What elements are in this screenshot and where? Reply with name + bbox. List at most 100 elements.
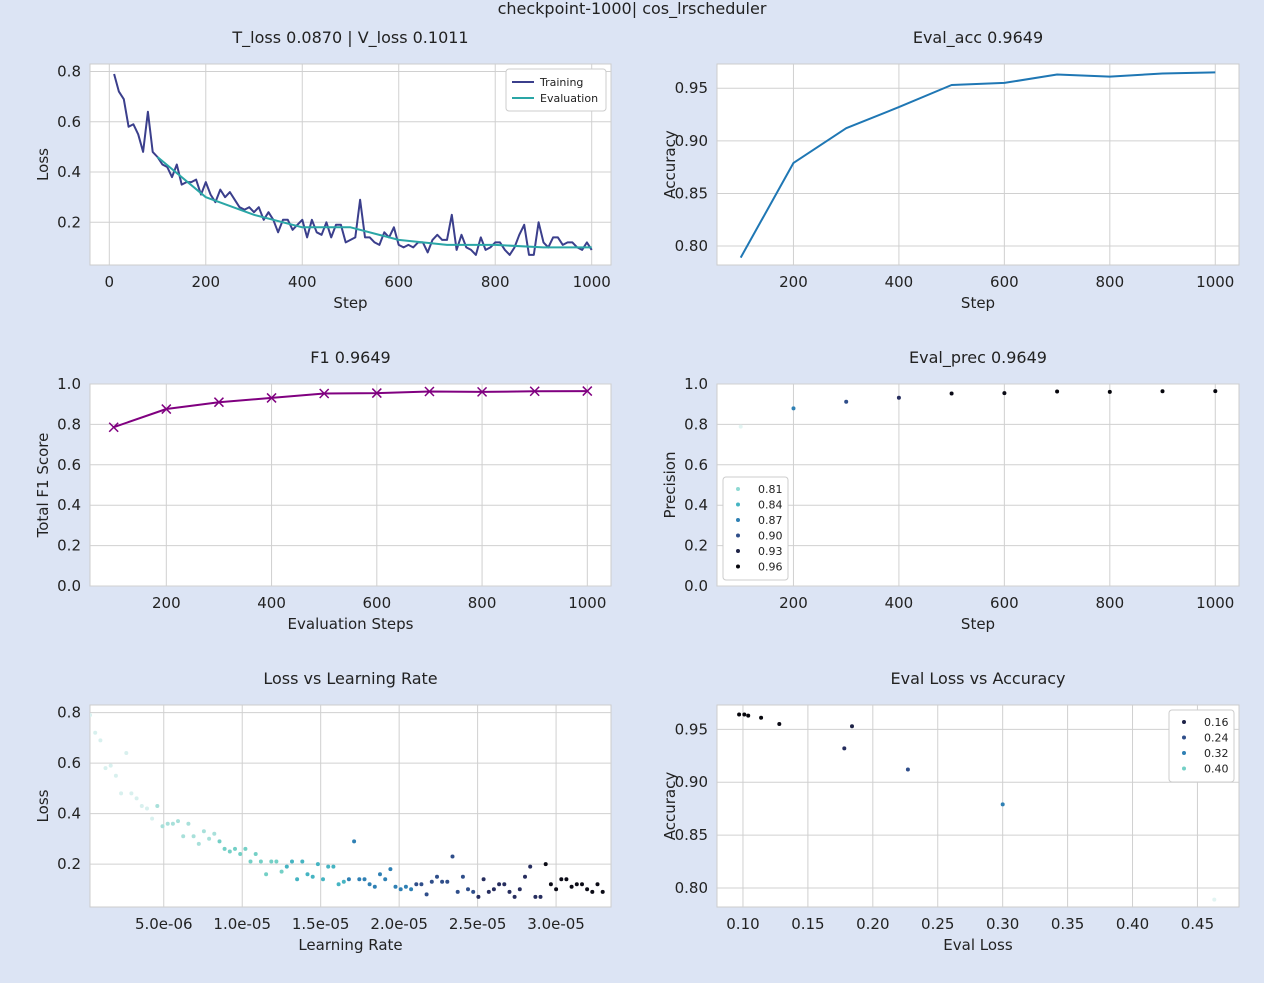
y-tick-label: 0.8 [57, 63, 81, 81]
data-point [949, 391, 954, 396]
data-point [145, 806, 149, 811]
x-tick-label: 0.30 [986, 915, 1019, 933]
y-tick-label: 0.4 [57, 163, 81, 181]
data-point [842, 746, 847, 751]
data-point [398, 887, 403, 892]
series-line-evaluation [156, 156, 592, 249]
data-point [1107, 389, 1112, 394]
y-tick-label: 1.0 [684, 375, 708, 393]
chart-acc: 0.80 0.85 0.90 0.95 200 400 600 800 1000 Eval_acc… [661, 28, 1240, 312]
x-tick-label: 5.0e-06 [135, 915, 193, 933]
data-point [274, 859, 279, 864]
plot-area [89, 704, 612, 908]
data-point [574, 882, 579, 887]
legend: Training Evaluation [505, 68, 607, 112]
x-tick-label: 800 [1095, 273, 1124, 291]
y-tick-label: 0.4 [684, 496, 708, 514]
data-point [759, 715, 764, 720]
legend-label: Training [539, 76, 583, 89]
data-point-marker [582, 386, 593, 397]
data-point [217, 839, 222, 844]
data-point [595, 882, 600, 887]
x-tick-label: 2.0e-05 [370, 915, 428, 933]
data-point [564, 877, 569, 882]
data-point-marker [319, 388, 330, 399]
data-point [533, 894, 538, 899]
x-tick-label: 0 [105, 273, 115, 291]
data-point [341, 879, 346, 884]
x-axis-label: Evaluation Steps [288, 615, 414, 633]
data-point [201, 829, 206, 834]
x-tick-label: 800 [1095, 594, 1124, 612]
series-line-training [113, 73, 593, 256]
chart-lossacc: 0.80 0.85 0.90 0.95 0.10 0.15 0.20 0.25 0.30 0.35… [661, 669, 1240, 954]
data-point [336, 882, 341, 887]
data-point [424, 892, 429, 897]
x-tick-label: 200 [779, 273, 808, 291]
data-point [212, 831, 217, 836]
data-point [90, 713, 92, 718]
data-point [367, 882, 372, 887]
data-point [222, 846, 227, 851]
legend-marker [1182, 751, 1186, 755]
plot-marks [108, 386, 593, 433]
data-point [1000, 802, 1005, 807]
legend-marker [736, 533, 740, 538]
data-point [269, 859, 274, 864]
x-tick-label: 0.10 [726, 915, 759, 933]
data-point [414, 882, 419, 887]
data-point [181, 834, 186, 839]
data-point [507, 889, 512, 894]
x-tick-label: 0.45 [1181, 915, 1214, 933]
plot-marks [113, 73, 593, 256]
chart-lr: 0.2 0.4 0.6 0.8 5.0e-06 1.0e-05 1.5e-05 2.0e-05… [34, 669, 612, 954]
legend-label: 0.32 [1204, 747, 1229, 760]
legend-label: Evaluation [540, 92, 598, 105]
legend-marker [736, 564, 740, 569]
y-axis-label: Total F1 Score [34, 433, 52, 539]
plot-marks [738, 389, 1218, 429]
data-point [497, 882, 502, 887]
y-tick-label: 0.4 [57, 805, 81, 823]
data-point [738, 424, 743, 429]
data-point [357, 877, 362, 882]
chart-title: Eval_acc 0.9649 [913, 28, 1043, 48]
data-point [119, 791, 124, 796]
data-point [460, 874, 465, 879]
data-point-marker [266, 392, 277, 403]
data-point-marker [108, 422, 119, 433]
x-tick-label: 800 [468, 594, 497, 612]
y-tick-label: 0.2 [684, 537, 708, 555]
x-tick-label: 0.40 [1116, 915, 1149, 933]
legend-box [1168, 709, 1235, 783]
data-point [737, 712, 742, 717]
plot-marks [90, 713, 605, 899]
legend-marker [736, 487, 740, 491]
x-tick-label: 1.0e-05 [213, 915, 271, 933]
data-point [850, 724, 854, 729]
y-tick-label: 0.2 [57, 213, 81, 231]
data-point [243, 846, 248, 851]
data-point [124, 751, 129, 755]
plot-area [716, 383, 1240, 587]
legend-box [722, 476, 789, 581]
data-point-marker [161, 404, 172, 415]
data-point [383, 877, 388, 882]
data-point [528, 864, 533, 869]
legend-label: 0.84 [758, 499, 783, 512]
data-point [403, 884, 408, 889]
data-point [129, 791, 134, 796]
x-tick-label: 200 [191, 273, 220, 291]
data-point [196, 841, 201, 846]
data-point-marker [477, 386, 488, 397]
data-point [569, 884, 574, 889]
data-point [93, 730, 98, 735]
data-point [429, 879, 434, 884]
chart-title: F1 0.9649 [310, 348, 390, 367]
chart-title: Loss vs Learning Rate [263, 669, 437, 688]
data-point [227, 849, 232, 854]
y-tick-label: 1.0 [57, 375, 81, 393]
data-point [455, 889, 460, 894]
series-line-0 [113, 390, 588, 429]
y-tick-label: 0.80 [675, 237, 708, 255]
